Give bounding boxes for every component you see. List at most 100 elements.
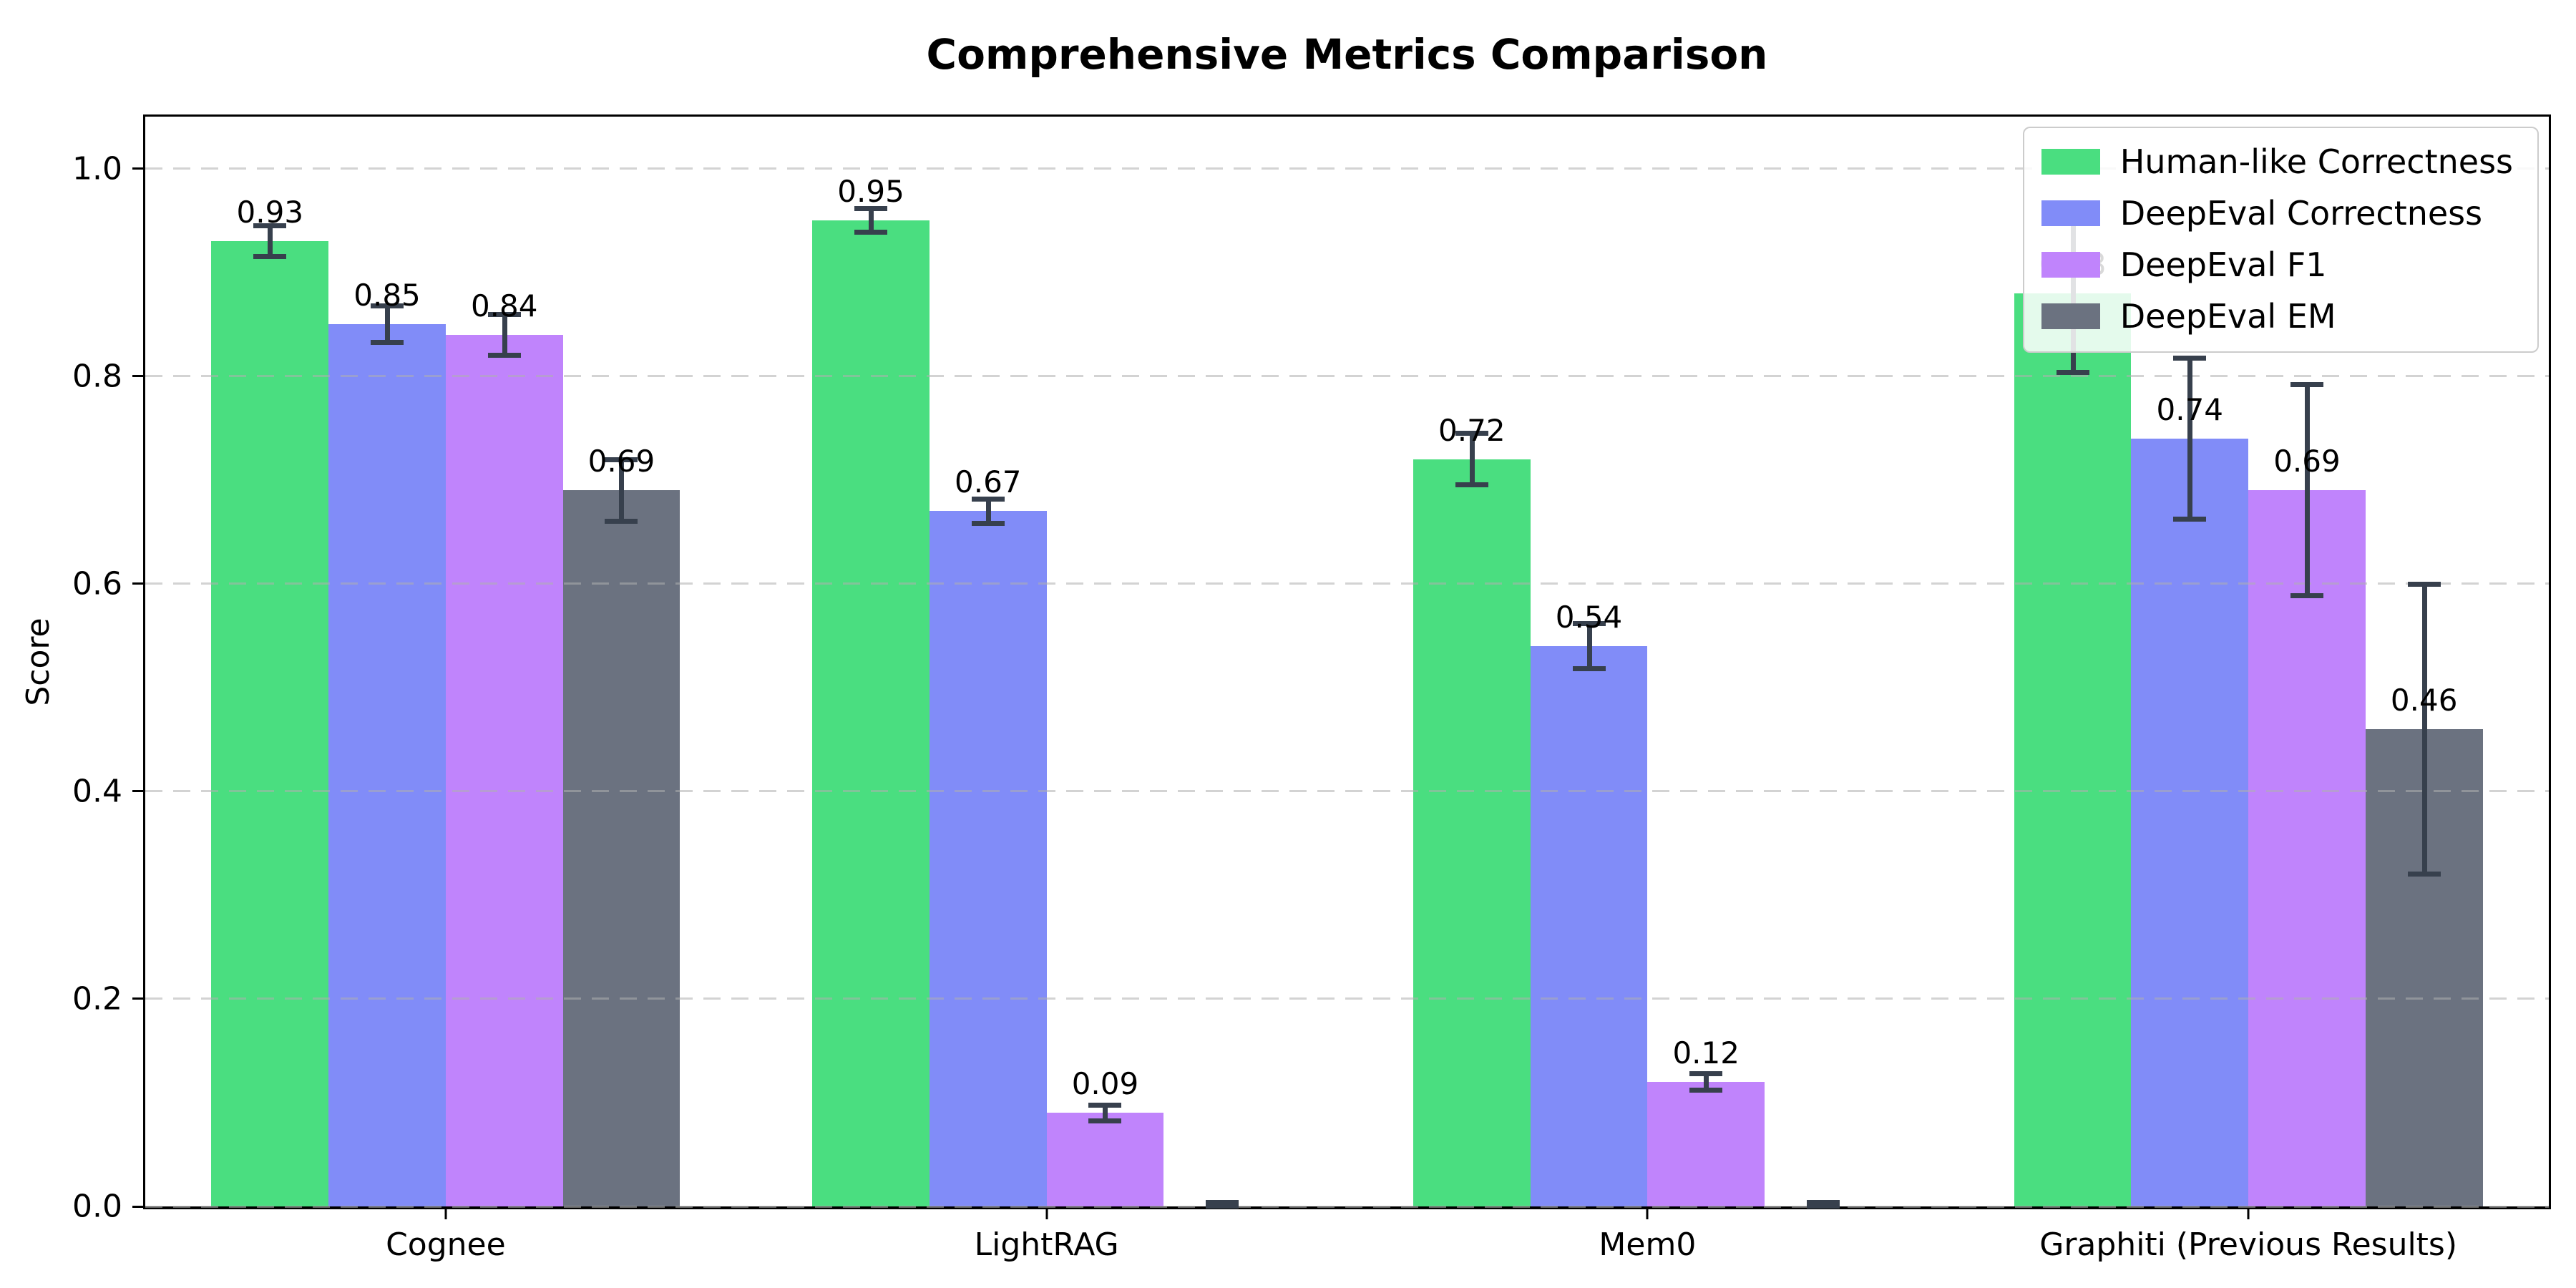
- plot-area: 0.0 0.2 0.4 0.6 0.8 1.0 Cognee LightRAG Mem0 Grap…: [72, 114, 2551, 1263]
- error-bar-cap-top: [1689, 1071, 1723, 1077]
- bar: [2248, 490, 2366, 1206]
- y-tick-label: 0.6: [72, 565, 122, 602]
- error-bar-cap-top: [2407, 581, 2441, 587]
- y-tick: [132, 582, 145, 585]
- error-bar-cap-top: [371, 303, 404, 309]
- x-tick: [1646, 1206, 1649, 1219]
- error-bar-line: [1704, 1073, 1709, 1091]
- x-tick-label: Cognee: [386, 1226, 506, 1263]
- bar-value-label: 0.93: [236, 195, 304, 230]
- y-tick-label: 1.0: [72, 150, 122, 187]
- error-bar-cap-top: [2290, 382, 2323, 388]
- legend-swatch: [2041, 252, 2100, 278]
- legend-swatch: [2041, 303, 2100, 329]
- bar-value-label: 0.09: [1071, 1066, 1139, 1102]
- bar: [445, 334, 563, 1206]
- error-bar-line: [869, 208, 874, 233]
- x-tick: [2247, 1206, 2250, 1219]
- error-bar-line: [268, 225, 273, 257]
- y-tick: [132, 375, 145, 378]
- error-bar-cap-bottom: [1088, 1118, 1122, 1124]
- error-bar-cap-top: [487, 311, 521, 317]
- error-bar-cap-bottom: [1572, 665, 1606, 671]
- error-bar-cap-bottom: [605, 518, 638, 524]
- error-bar-cap-top: [1206, 1200, 1239, 1206]
- error-bar-line: [619, 459, 625, 522]
- bar-value-label: 0.84: [470, 288, 538, 323]
- x-tick-label: Graphiti (Previous Results): [2039, 1226, 2458, 1263]
- error-bar-cap-top: [1572, 620, 1606, 626]
- error-bar-cap-bottom: [2290, 593, 2323, 599]
- error-bar-cap-bottom: [2173, 516, 2207, 522]
- bar-value-label: 0.54: [1555, 599, 1623, 635]
- error-bar-line: [1469, 433, 1475, 485]
- legend-label: DeepEval EM: [2119, 297, 2336, 336]
- y-tick: [132, 167, 145, 170]
- bar-value-label: 0.85: [353, 278, 421, 313]
- y-tick-label: 0.4: [72, 773, 122, 810]
- bar: [562, 490, 680, 1206]
- bar-value-label: 0.69: [587, 444, 655, 479]
- error-bar-line: [2304, 384, 2310, 597]
- y-tick: [132, 790, 145, 793]
- error-bar-line: [1586, 623, 1592, 669]
- error-bar-cap-top: [1088, 1102, 1122, 1108]
- error-bar-cap-bottom: [1806, 1204, 1840, 1209]
- y-axis-label: Score: [20, 618, 57, 706]
- error-bar-cap-top: [253, 223, 287, 229]
- bar-value-label: 0.74: [2156, 391, 2224, 427]
- legend-item: DeepEval EM: [2041, 297, 2513, 336]
- bar: [1647, 1081, 1765, 1206]
- bar-value-label: 0.72: [1438, 412, 1506, 448]
- error-bar-line: [1103, 1104, 1108, 1122]
- error-bar-cap-top: [854, 205, 888, 211]
- bar: [2131, 438, 2249, 1206]
- error-bar-cap-bottom: [2407, 871, 2441, 877]
- bar: [1530, 645, 1648, 1206]
- bar: [929, 511, 1047, 1206]
- error-bar-cap-top: [971, 496, 1005, 502]
- error-bar-cap-bottom: [854, 230, 888, 235]
- error-bar-cap-top: [1455, 431, 1488, 436]
- legend-label: DeepEval Correctness: [2119, 194, 2483, 233]
- error-bar-line: [385, 306, 391, 343]
- bar: [812, 220, 930, 1206]
- bar-value-label: 0.69: [2273, 444, 2341, 479]
- error-bar-cap-bottom: [971, 520, 1005, 526]
- error-bar-cap-bottom: [253, 253, 287, 259]
- x-tick: [1045, 1206, 1048, 1219]
- bar: [211, 241, 329, 1206]
- error-bar-line: [2187, 357, 2193, 519]
- x-tick-label: LightRAG: [974, 1226, 1119, 1263]
- y-tick-label: 0.8: [72, 358, 122, 395]
- error-bar-cap-bottom: [2056, 370, 2089, 376]
- bar-value-label: 0.46: [2390, 682, 2458, 718]
- chart-title: Comprehensive Metrics Comparison: [926, 30, 1768, 79]
- error-bar-cap-bottom: [487, 352, 521, 358]
- legend-label: Human-like Correctness: [2119, 142, 2513, 181]
- x-tick: [444, 1206, 447, 1219]
- error-bar-cap-bottom: [371, 340, 404, 346]
- legend-swatch: [2041, 149, 2100, 175]
- legend-item: DeepEval F1: [2041, 245, 2513, 284]
- error-bar-cap-bottom: [1455, 482, 1488, 487]
- bar-value-label: 0.67: [955, 464, 1022, 500]
- error-bar-line: [502, 313, 507, 356]
- y-tick-label: 0.0: [72, 1188, 122, 1225]
- y-tick: [132, 997, 145, 1000]
- y-tick-label: 0.2: [72, 980, 122, 1018]
- error-bar-cap-top: [1806, 1200, 1840, 1206]
- legend-swatch: [2041, 200, 2100, 226]
- error-bar-cap-top: [2173, 355, 2207, 361]
- y-tick: [132, 1205, 145, 1208]
- error-bar-cap-bottom: [1206, 1204, 1239, 1209]
- bar-value-label: 0.95: [837, 174, 904, 210]
- error-bar-line: [985, 498, 991, 524]
- error-bar-cap-top: [605, 457, 638, 462]
- x-tick-label: Mem0: [1599, 1226, 1697, 1263]
- legend-item: DeepEval Correctness: [2041, 194, 2513, 233]
- legend: Human-like Correctness DeepEval Correctne…: [2022, 127, 2539, 353]
- bar-value-label: 0.12: [1672, 1035, 1740, 1070]
- bar: [328, 324, 446, 1206]
